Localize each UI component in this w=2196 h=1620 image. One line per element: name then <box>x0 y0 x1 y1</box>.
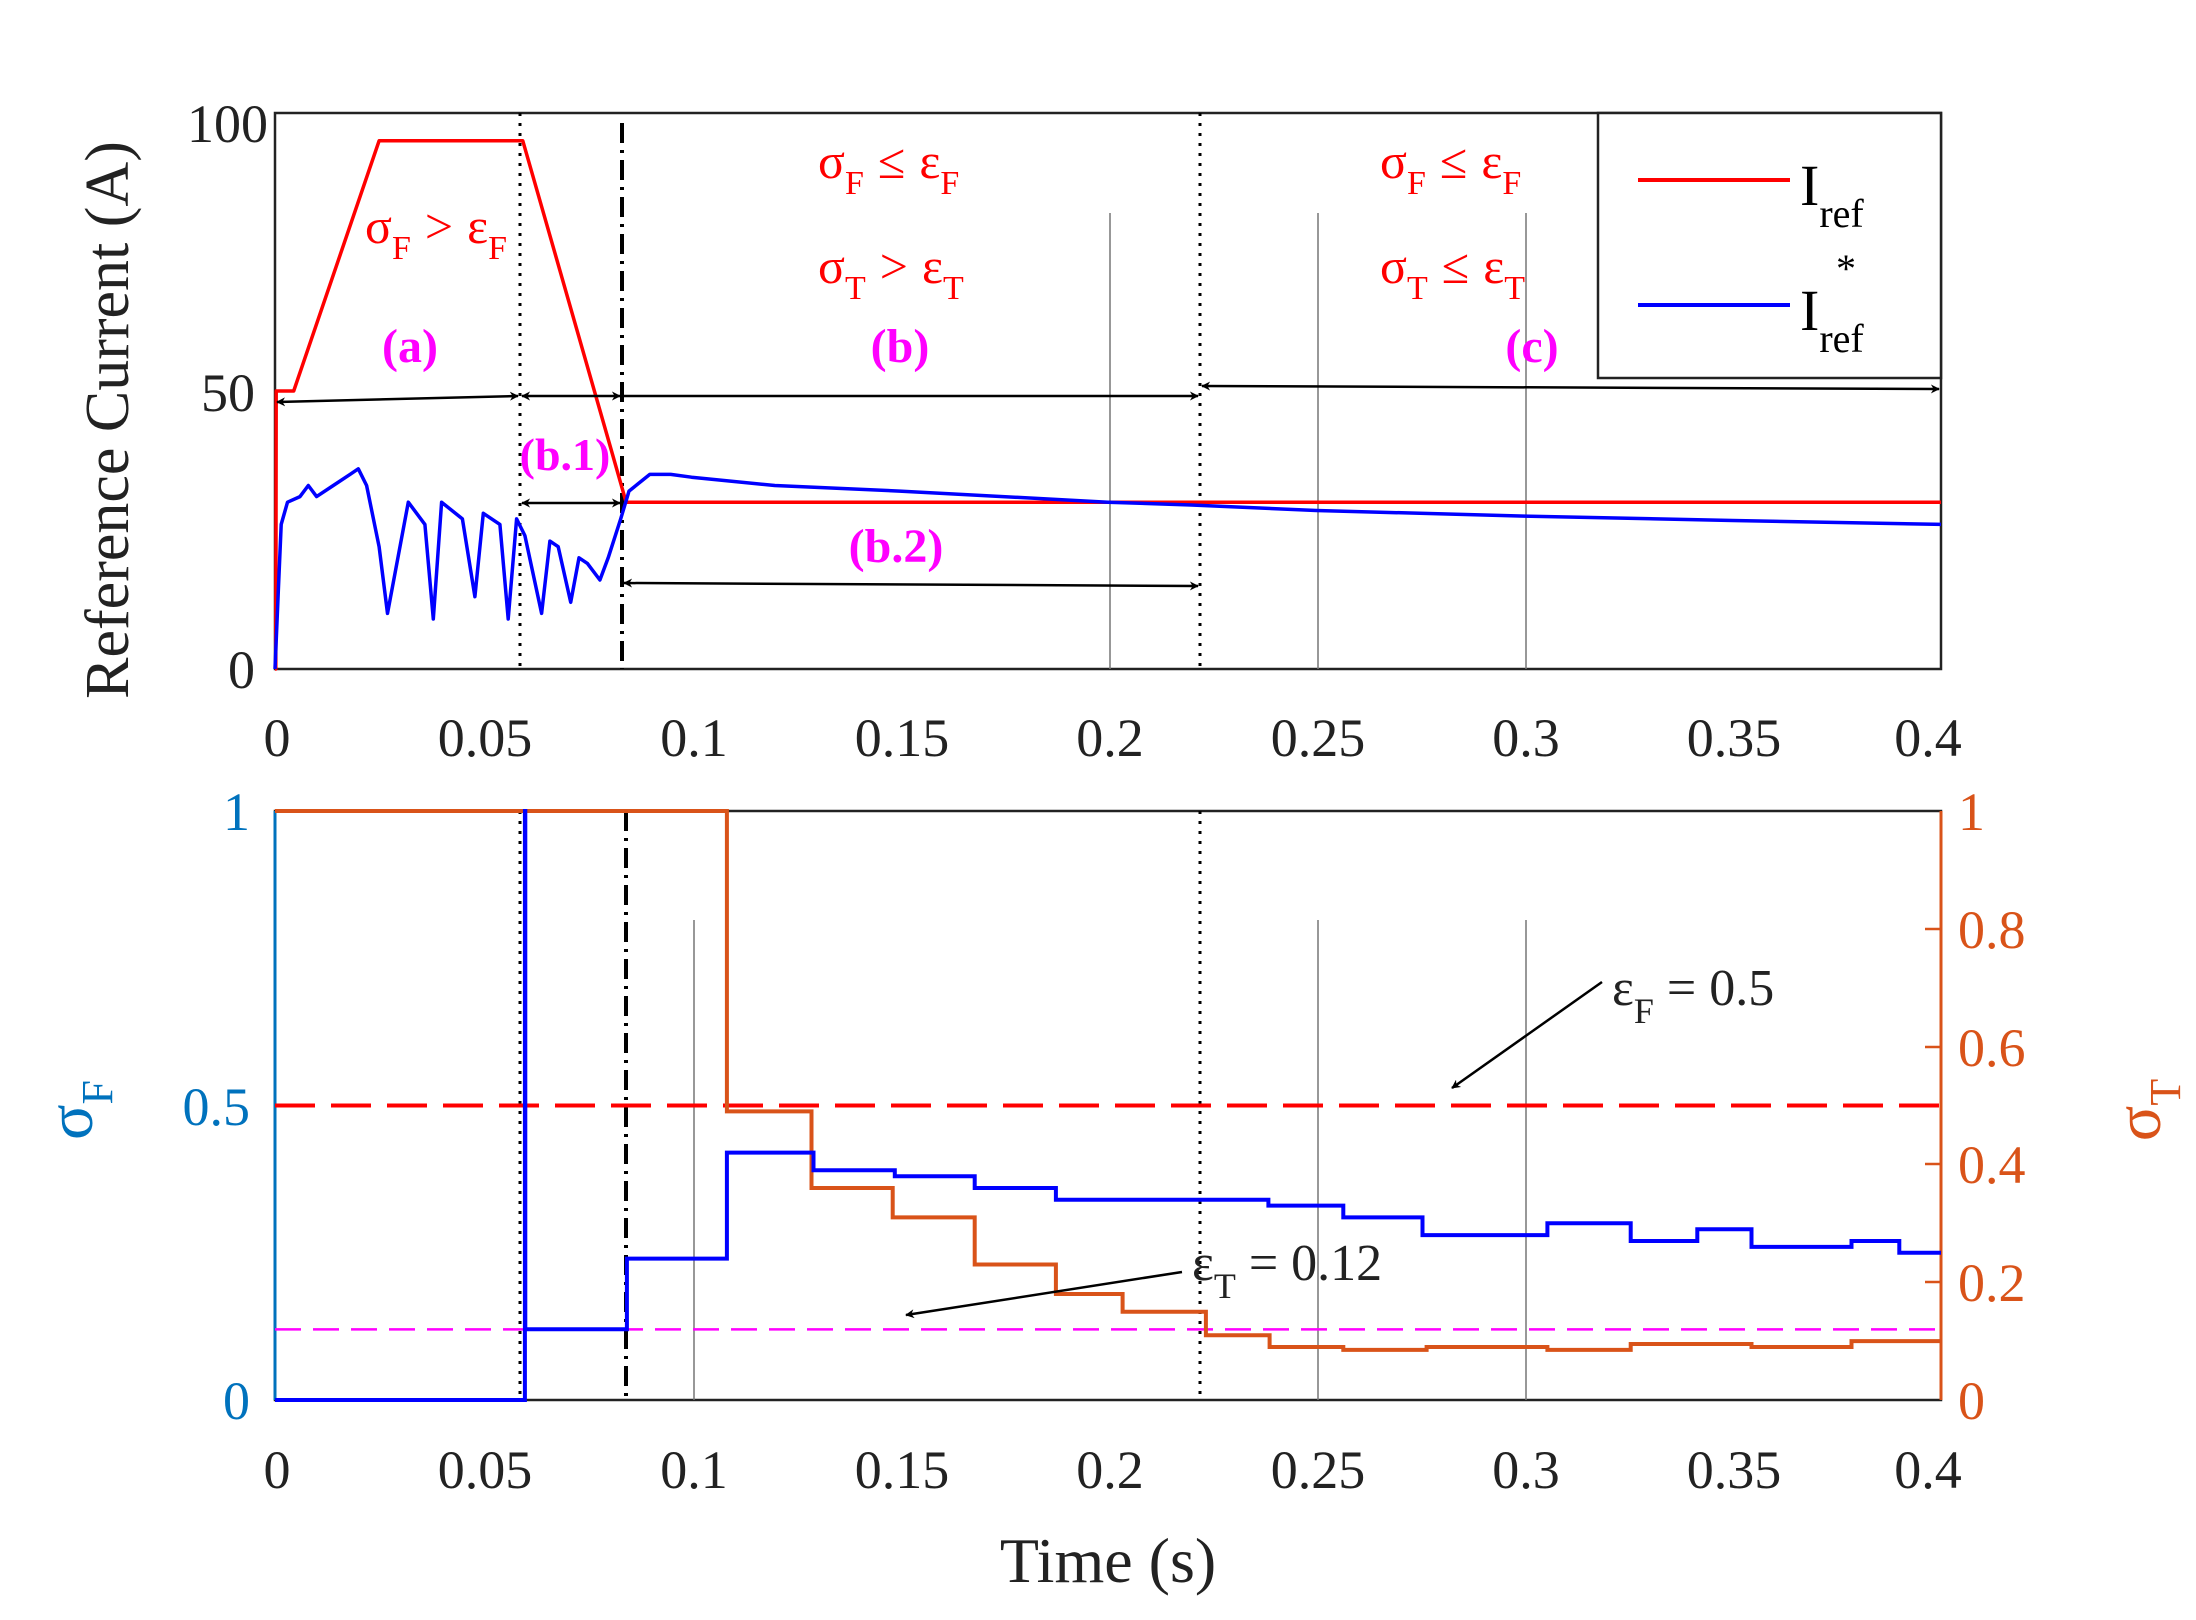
bottom-x-tick-label: 0 <box>264 1440 291 1500</box>
arrow-epsilon-t <box>905 1270 1183 1319</box>
left-y-axis-label: σF <box>34 1080 122 1140</box>
left-y-ticks: 0 0.5 1 <box>183 782 251 1431</box>
legend-iref-label: Iref <box>1800 153 1864 236</box>
bottom-x-tick-label: 0.2 <box>1076 1440 1144 1500</box>
top-y-tick-label: 50 <box>201 363 255 423</box>
top-y-ticks: 0 50 100 <box>187 94 268 700</box>
label-epsilon-f: εF = 0.5 <box>1612 960 1774 1031</box>
top-x-tick-label: 0.15 <box>855 708 950 768</box>
left-y-tick-label: 1 <box>223 782 250 842</box>
legend: Iref Iref * <box>1596 111 1943 380</box>
top-y-axis-label: Reference Current (A) <box>74 141 142 699</box>
legend-iref-star-label: Iref <box>1800 278 1864 361</box>
legend-box <box>1596 111 1943 380</box>
right-y-axis-label: σT <box>2102 1079 2190 1142</box>
x-axis-label: Time (s) <box>1000 1525 1216 1596</box>
bottom-x-tick-label: 0.35 <box>1687 1440 1782 1500</box>
label-phase-b1: (b.1) <box>520 429 611 480</box>
label-phase-c: (c) <box>1505 320 1558 373</box>
bottom-x-tick-label: 0.3 <box>1492 1440 1560 1500</box>
top-y-tick-label: 0 <box>228 640 255 700</box>
arrow-phase-a <box>276 391 519 407</box>
series-iref-line <box>274 139 1941 671</box>
label-phase-a: (a) <box>382 320 438 373</box>
right-y-tick-label: 0 <box>1958 1371 1985 1431</box>
top-x-tick-label: 0.4 <box>1894 708 1962 768</box>
annotation-phase-a-condition: σF > εF <box>365 198 507 267</box>
arrow-phase-b2 <box>623 578 1199 591</box>
top-x-tick-label: 0 <box>264 708 291 768</box>
arrow-phase-c <box>1201 381 1940 394</box>
arrow-epsilon-f <box>1451 980 1603 1090</box>
top-x-tick-label: 0.1 <box>660 708 728 768</box>
series-iref-star-line <box>273 467 1942 670</box>
right-y-tick-label: 1 <box>1958 782 1985 842</box>
annotation-phase-c-line2: σT ≤ εT <box>1380 238 1525 307</box>
right-y-tick-label: 0.2 <box>1958 1253 2026 1313</box>
label-epsilon-t: εT = 0.12 <box>1192 1235 1382 1306</box>
top-y-tick-label: 100 <box>187 94 268 154</box>
top-x-ticks: 0 0.05 0.1 0.15 0.2 0.25 0.3 0.35 0.4 <box>264 708 1962 768</box>
legend-iref-star-superscript: * <box>1836 246 1856 291</box>
series-sigma-f-line <box>275 809 1941 1402</box>
bottom-x-tick-label: 0.1 <box>660 1440 728 1500</box>
right-axis-ticks <box>1925 927 1941 1284</box>
right-y-tick-label: 0.4 <box>1958 1135 2026 1195</box>
bottom-plot-frame <box>273 809 1943 1402</box>
top-x-tick-label: 0.2 <box>1076 708 1144 768</box>
top-chart: Iref Iref * σF > εF σF ≤ εF σT > εT σF ≤ εF σT ≤ ε… <box>74 94 1962 768</box>
bottom-x-tick-label: 0.05 <box>438 1440 533 1500</box>
annotation-phase-c-line1: σF ≤ εF <box>1380 133 1521 202</box>
top-x-tick-label: 0.35 <box>1687 708 1782 768</box>
bottom-x-tick-label: 0.4 <box>1894 1440 1962 1500</box>
series-sigma-t-line <box>275 809 1941 1352</box>
bottom-x-ticks: 0 0.05 0.1 0.15 0.2 0.25 0.3 0.35 0.4 <box>264 1440 1962 1500</box>
left-y-tick-label: 0 <box>223 1371 250 1431</box>
top-x-tick-label: 0.25 <box>1271 708 1366 768</box>
right-y-tick-label: 0.8 <box>1958 900 2026 960</box>
bottom-chart: εF = 0.5 εT = 0.12 0 0.05 0.1 0.15 0.2 0… <box>34 782 2190 1596</box>
top-x-tick-label: 0.3 <box>1492 708 1560 768</box>
right-y-ticks: 0 0.2 0.4 0.6 0.8 1 <box>1958 782 2026 1431</box>
label-phase-b2: (b.2) <box>849 520 944 573</box>
left-y-tick-label: 0.5 <box>183 1077 251 1137</box>
label-phase-b: (b) <box>871 320 930 373</box>
bottom-x-tick-label: 0.25 <box>1271 1440 1366 1500</box>
annotation-phase-b-line1: σF ≤ εF <box>818 133 959 202</box>
annotation-phase-b-line2: σT > εT <box>818 238 964 307</box>
right-y-tick-label: 0.6 <box>1958 1018 2026 1078</box>
bottom-x-tick-label: 0.15 <box>855 1440 950 1500</box>
top-x-tick-label: 0.05 <box>438 708 533 768</box>
